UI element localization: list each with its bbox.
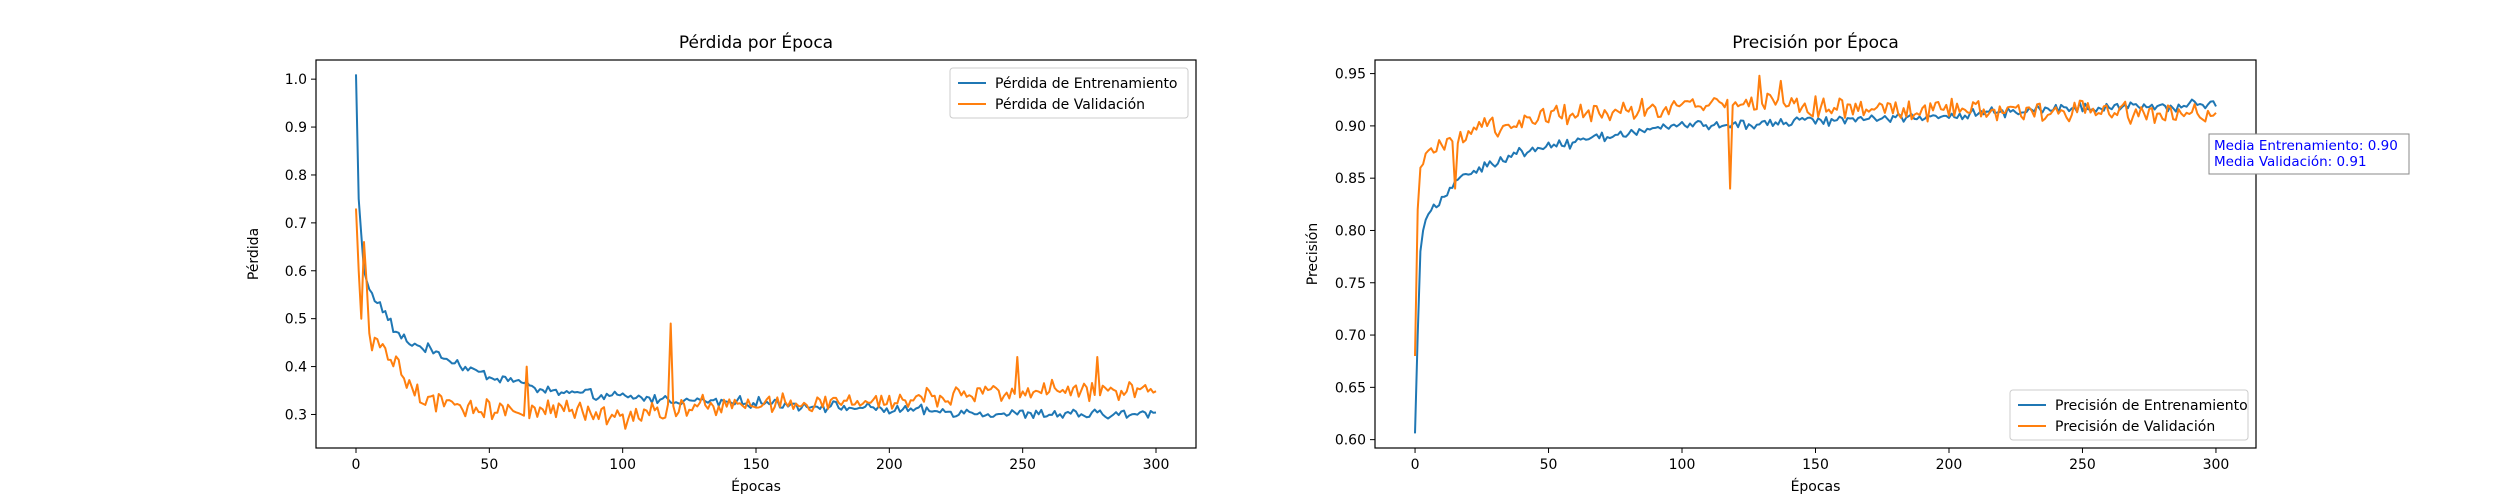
chart-title: Pérdida por Época [679,31,833,53]
legend-box [2009,389,2249,441]
y-tick-label: 0.85 [1335,171,1366,187]
y-tick-label: 0.6 [285,264,307,280]
y-tick-label: 0.8 [285,168,307,184]
legend-label-1: Pérdida de Entrenamiento [995,76,1178,92]
series-line-2 [355,208,1157,430]
x-tick-label: 150 [743,457,770,473]
y-tick-label: 0.7 [285,216,307,232]
series-line-1 [355,74,1157,420]
x-tick-label: 100 [609,457,636,473]
legend-label-1: Precisión de Entrenamiento [2055,398,2248,414]
legend-box [949,67,1189,119]
y-axis-label: Precisión [1305,223,1321,285]
series-line-1 [1414,98,2217,434]
x-tick-label: 300 [1143,457,1170,473]
y-tick-label: 0.9 [285,120,307,136]
annotation-line-1: Media Entrenamiento: 0.90 [2214,138,2398,154]
y-tick-label: 0.75 [1335,276,1366,292]
legend: Precisión de Entrenamiento Precisión de V… [2009,389,2249,441]
y-tick-label: 0.4 [285,360,307,376]
x-tick-label: 200 [1936,457,1963,473]
legend-label-2: Precisión de Validación [2055,419,2215,435]
chart-title: Precisión por Época [1732,31,1899,53]
chart-2: Precisión por Época 0 50 100 150 200 250 300 0.6… [1305,31,2410,495]
x-tick-label: 200 [876,457,903,473]
chart-1: Pérdida por Época 0 50 100 150 200 250 300 0.3 0.… [246,31,1197,495]
y-tick-label: 0.95 [1335,67,1366,83]
y-axis-label: Pérdida [246,228,262,280]
x-tick-label: 300 [2203,457,2230,473]
y-tick-label: 0.65 [1335,380,1366,396]
annotation-line-2: Media Validación: 0.91 [2214,154,2367,170]
x-tick-label: 0 [1411,457,1420,473]
x-axis-label: Épocas [731,478,781,495]
y-tick-label: 0.90 [1335,119,1366,135]
x-tick-label: 250 [2069,457,2096,473]
y-tick-label: 0.60 [1335,433,1366,449]
x-tick-label: 50 [480,457,498,473]
annotation-box [2208,133,2410,175]
y-tick-label: 0.70 [1335,328,1366,344]
y-tick-label: 0.3 [285,407,307,423]
series-line-2 [1414,74,2217,357]
x-axis-label: Épocas [1791,478,1841,495]
legend-label-2: Pérdida de Validación [995,97,1145,113]
y-tick-label: 0.80 [1335,223,1366,239]
legend: Pérdida de Entrenamiento Pérdida de Valid… [949,67,1189,119]
x-tick-label: 250 [1009,457,1036,473]
y-tick-label: 1.0 [285,72,307,88]
x-tick-label: 50 [1540,457,1558,473]
x-tick-label: 150 [1802,457,1829,473]
x-tick-label: 100 [1669,457,1696,473]
x-tick-label: 0 [352,457,361,473]
y-tick-label: 0.5 [285,312,307,328]
